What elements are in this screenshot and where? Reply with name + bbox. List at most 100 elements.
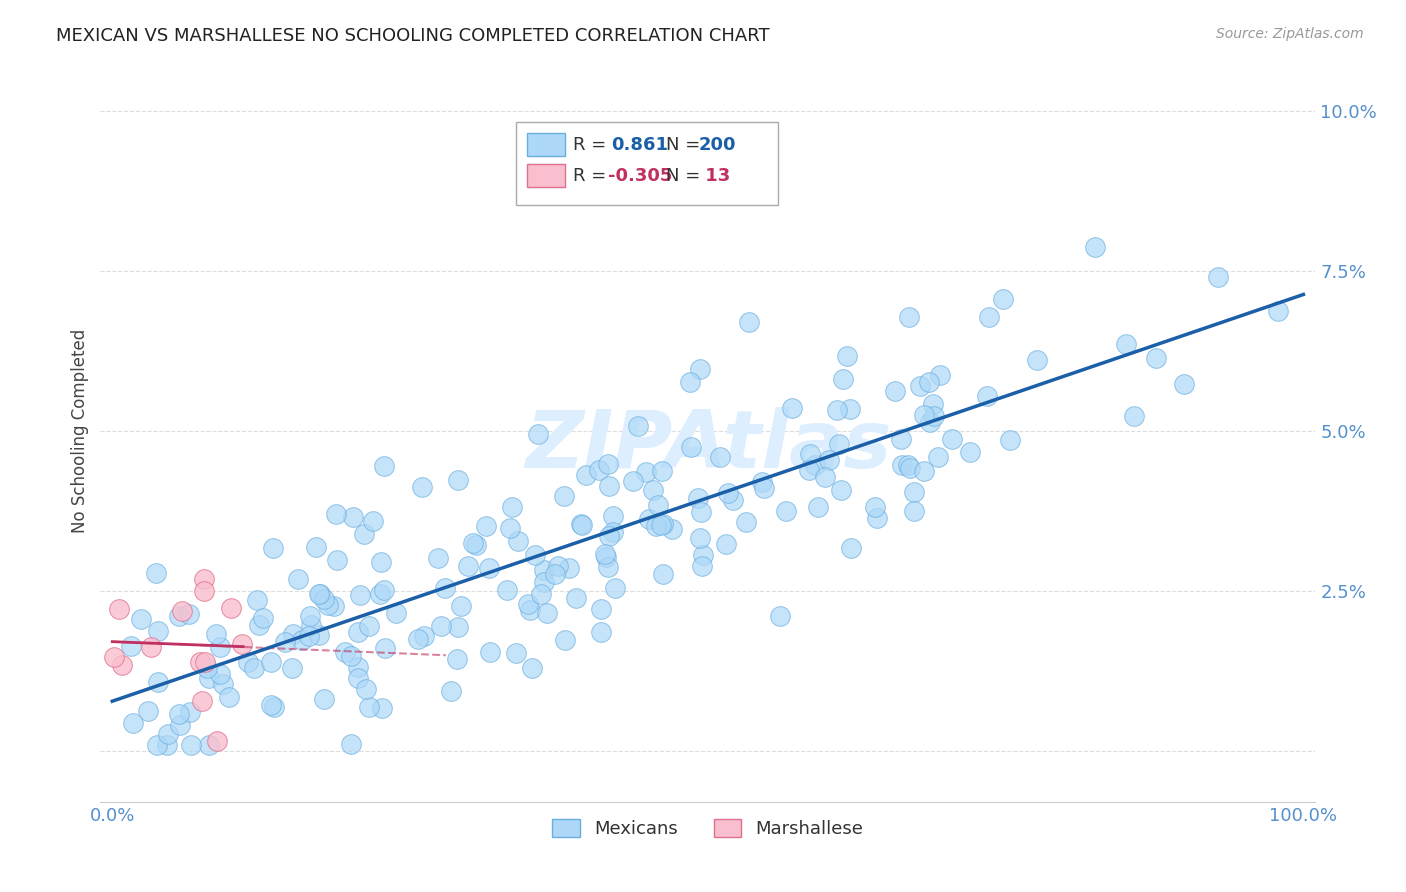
- Point: [825, 402, 848, 417]
- Point: [891, 458, 914, 472]
- Point: [516, 597, 538, 611]
- Point: [533, 563, 555, 577]
- Point: [602, 525, 624, 540]
- Point: [807, 500, 830, 514]
- Point: [347, 659, 370, 673]
- Text: 0.861: 0.861: [612, 136, 669, 153]
- Point: [198, 671, 221, 685]
- Point: [129, 612, 152, 626]
- Point: [782, 401, 804, 415]
- Point: [346, 671, 368, 685]
- Point: [205, 733, 228, 747]
- Point: [959, 445, 981, 459]
- Point: [735, 515, 758, 529]
- Text: -0.305: -0.305: [609, 167, 672, 185]
- Point: [650, 518, 672, 533]
- Point: [993, 292, 1015, 306]
- Point: [457, 559, 479, 574]
- Point: [533, 575, 555, 590]
- Point: [883, 384, 905, 398]
- Point: [651, 464, 673, 478]
- Point: [565, 591, 588, 606]
- Point: [373, 459, 395, 474]
- Point: [690, 558, 713, 573]
- Point: [598, 560, 620, 574]
- Point: [530, 587, 553, 601]
- Point: [461, 536, 484, 550]
- Point: [835, 350, 858, 364]
- Point: [308, 587, 330, 601]
- Point: [193, 584, 215, 599]
- Point: [156, 738, 179, 752]
- Point: [218, 690, 240, 705]
- Point: [636, 465, 658, 479]
- Point: [373, 582, 395, 597]
- Point: [903, 504, 925, 518]
- Point: [260, 655, 283, 669]
- Point: [349, 587, 371, 601]
- Point: [361, 514, 384, 528]
- Point: [571, 518, 593, 533]
- Point: [298, 609, 321, 624]
- Point: [627, 419, 650, 434]
- Point: [299, 617, 322, 632]
- Text: MEXICAN VS MARSHALLESE NO SCHOOLING COMPLETED CORRELATION CHART: MEXICAN VS MARSHALLESE NO SCHOOLING COMP…: [56, 27, 770, 45]
- Point: [865, 500, 887, 515]
- Point: [316, 598, 339, 612]
- Point: [920, 415, 942, 429]
- Y-axis label: No Schooling Completed: No Schooling Completed: [72, 329, 89, 533]
- Point: [474, 519, 496, 533]
- Point: [447, 620, 470, 634]
- Text: N =: N =: [666, 167, 706, 185]
- Point: [429, 619, 451, 633]
- Point: [314, 592, 336, 607]
- Point: [647, 498, 669, 512]
- Point: [903, 484, 925, 499]
- Point: [499, 521, 522, 535]
- Point: [236, 655, 259, 669]
- Point: [308, 586, 330, 600]
- Point: [426, 550, 449, 565]
- Point: [263, 700, 285, 714]
- Point: [346, 625, 368, 640]
- Point: [589, 602, 612, 616]
- Point: [111, 658, 134, 673]
- Point: [621, 474, 644, 488]
- Point: [1206, 270, 1229, 285]
- Point: [146, 624, 169, 638]
- Text: N =: N =: [666, 136, 706, 153]
- Point: [194, 655, 217, 669]
- Point: [602, 509, 624, 524]
- Point: [598, 529, 620, 543]
- Point: [246, 592, 269, 607]
- Point: [205, 627, 228, 641]
- Point: [180, 738, 202, 752]
- Point: [450, 599, 472, 613]
- Point: [208, 667, 231, 681]
- Point: [291, 633, 314, 648]
- Point: [287, 572, 309, 586]
- Point: [692, 549, 714, 563]
- Point: [797, 463, 820, 477]
- Point: [340, 649, 363, 664]
- Point: [406, 632, 429, 646]
- Point: [411, 480, 433, 494]
- Point: [339, 737, 361, 751]
- Point: [1000, 434, 1022, 448]
- Point: [651, 516, 673, 531]
- Point: [146, 675, 169, 690]
- Point: [569, 516, 592, 531]
- Point: [661, 523, 683, 537]
- Point: [325, 507, 347, 521]
- Point: [146, 738, 169, 752]
- Point: [333, 645, 356, 659]
- Text: 200: 200: [699, 136, 737, 153]
- Point: [198, 738, 221, 752]
- Text: ZIPAtlas: ZIPAtlas: [524, 407, 891, 484]
- Point: [368, 587, 391, 601]
- Point: [326, 552, 349, 566]
- Point: [1084, 240, 1107, 254]
- Point: [839, 541, 862, 556]
- Point: [188, 655, 211, 669]
- Point: [1173, 377, 1195, 392]
